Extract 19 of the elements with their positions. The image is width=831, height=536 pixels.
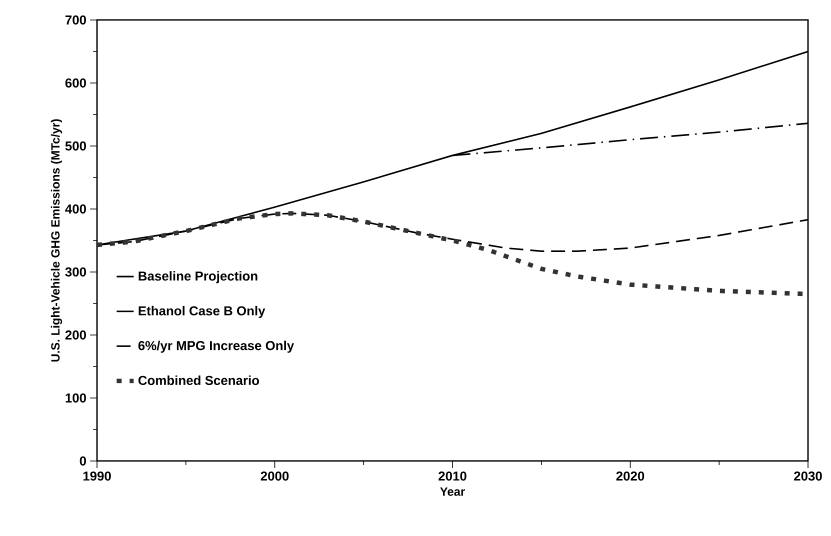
legend-label: Ethanol Case B Only: [138, 306, 266, 318]
x-tick-label: 2030: [794, 471, 822, 481]
y-tick-label: 400: [65, 204, 86, 214]
y-axis-title: U.S. Light-Vehicle GHG Emissions (MTc/yr): [50, 119, 62, 362]
y-tick-label: 300: [65, 267, 86, 277]
y-tick-label: 100: [66, 393, 86, 403]
x-tick-label: 2000: [260, 471, 289, 481]
y-tick-label: 600: [65, 78, 86, 88]
y-tick-label: 700: [65, 15, 86, 25]
y-tick-label: 0: [80, 456, 86, 466]
x-tick-label: 1990: [83, 471, 111, 481]
legend-label: Baseline Projection: [138, 271, 258, 284]
y-tick-label: 200: [65, 330, 86, 340]
x-tick-label: 2020: [616, 471, 644, 481]
x-axis-title: Year: [440, 488, 465, 496]
legend-label: 6%/yr MPG Increase Only: [138, 340, 294, 353]
y-tick-label: 500: [65, 141, 86, 151]
legend-label: Combined Scenario: [138, 375, 260, 386]
x-tick-label: 2010: [438, 471, 466, 481]
